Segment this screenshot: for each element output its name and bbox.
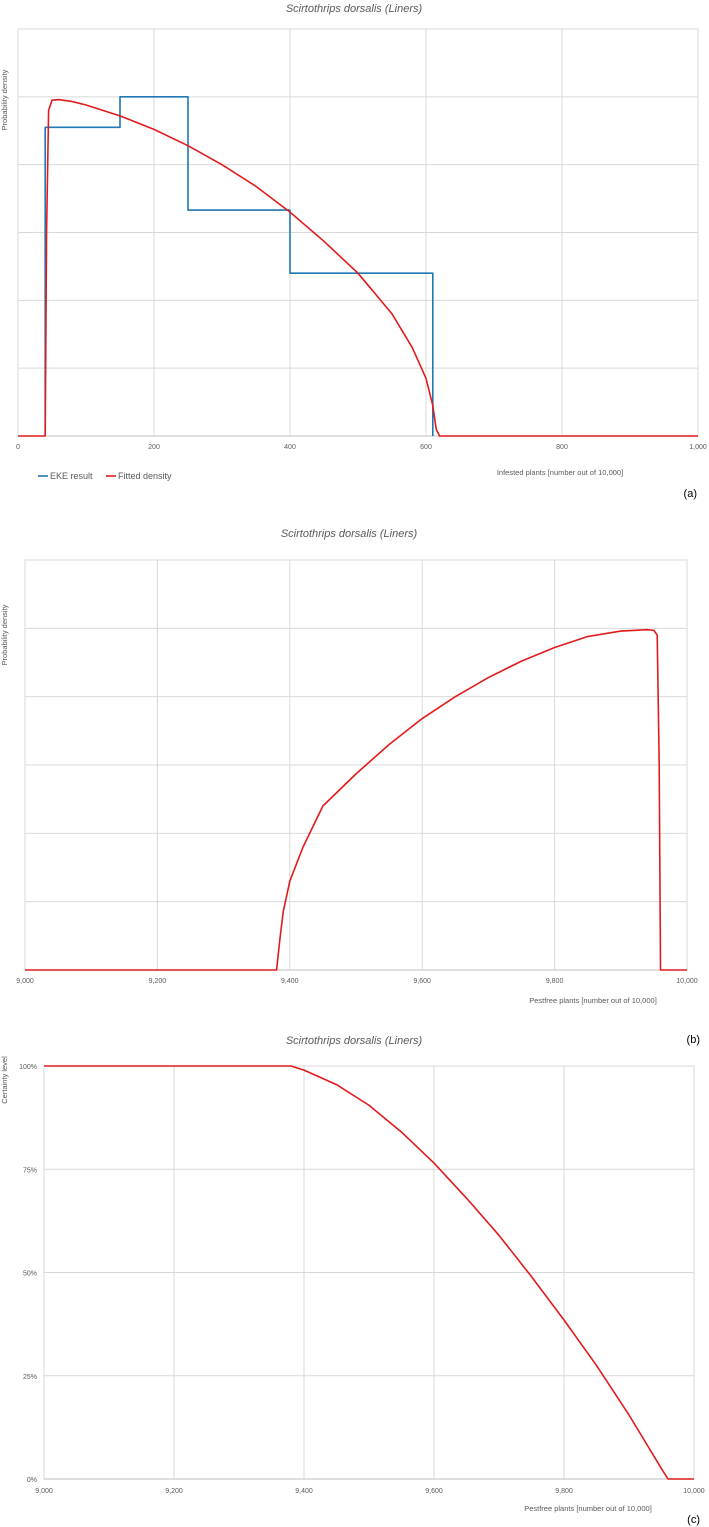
x-tick-label: 9,200	[149, 978, 167, 985]
y-tick-label: 25%	[23, 1374, 37, 1381]
chart-title: Scirtothrips dorsalis (Liners)	[281, 528, 418, 540]
x-tick-label: 9,600	[413, 978, 431, 985]
y-axis-label: Certainty level	[0, 1056, 9, 1104]
legend-label: EKE result	[50, 471, 93, 481]
series-fitted-density	[44, 1065, 694, 1480]
chart-title: Scirtothrips dorsalis (Liners)	[286, 3, 423, 15]
series-fitted-density	[18, 98, 698, 437]
x-tick-label: 800	[556, 444, 568, 451]
x-tick-label: 9,000	[35, 1488, 53, 1495]
legend-label: Fitted density	[118, 471, 172, 481]
x-tick-label: 600	[420, 444, 432, 451]
series-eke-result	[44, 96, 434, 436]
x-tick-label: 9,400	[295, 1488, 313, 1495]
panel-label: (c)	[687, 1514, 700, 1526]
chart-panel-2: Scirtothrips dorsalis (Liners) 9,000 9,200…	[0, 528, 700, 1046]
x-tick-label: 9,000	[16, 978, 34, 985]
y-tick-label: 0%	[27, 1477, 37, 1484]
panel-label: (a)	[684, 488, 697, 500]
x-tick-label: 9,200	[165, 1488, 183, 1495]
x-tick-label: 1,000	[689, 444, 707, 451]
chart-panel-1: Scirtothrips dorsalis (Liners) 0 200 400 600…	[0, 3, 707, 500]
x-tick-label: 10,000	[683, 1488, 705, 1495]
x-axis-label: Pestfree plants [number out of 10,000]	[529, 996, 657, 1005]
x-tick-label: 10,000	[676, 978, 698, 985]
y-tick-label: 50%	[23, 1271, 37, 1278]
x-tick-label: 9,800	[555, 1488, 573, 1495]
x-axis-label: Pestfree plants [number out of 10,000]	[524, 1504, 652, 1513]
chart-panel-3: Scirtothrips dorsalis (Liners) 9,000 9,200…	[0, 1035, 705, 1526]
x-tick-label: 0	[16, 444, 20, 451]
y-tick-label: 75%	[23, 1167, 37, 1174]
x-tick-label: 400	[284, 444, 296, 451]
y-axis-label: Probability density	[0, 69, 9, 130]
y-tick-label: 100%	[19, 1064, 37, 1071]
x-axis-label: Infested plants [number out of 10,000]	[497, 468, 623, 477]
panel-label: (b)	[687, 1034, 700, 1046]
y-axis-label: Probability density	[0, 604, 9, 665]
chart-title: Scirtothrips dorsalis (Liners)	[286, 1035, 423, 1047]
x-tick-label: 9,600	[425, 1488, 443, 1495]
series-fitted-density	[25, 628, 687, 971]
x-tick-label: 9,800	[546, 978, 564, 985]
x-tick-label: 9,400	[281, 978, 299, 985]
x-tick-label: 200	[148, 444, 160, 451]
